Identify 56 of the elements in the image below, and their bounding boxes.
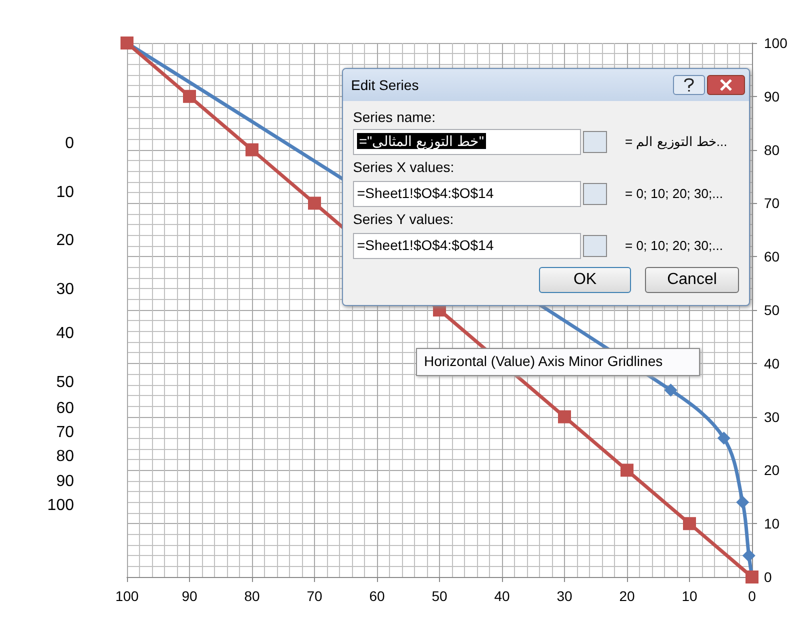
annotation: =Sheet1!$O$4:$O$14 [357, 237, 494, 253]
x-tick-label: 20 [619, 588, 635, 604]
y-tick-label: 20 [764, 462, 780, 478]
text: 80 [55, 448, 74, 466]
x-tick-label: 30 [556, 588, 572, 604]
annotation: = 0; 10; 20; 30;... [625, 238, 723, 253]
annotation: Horizontal (Value) Axis Minor Gridlines [424, 353, 663, 369]
point [558, 410, 571, 424]
y-tick-label: 0 [764, 569, 772, 585]
point [742, 549, 756, 562]
text: 40 [55, 325, 74, 343]
y-tick-label: 90 [764, 88, 780, 104]
y-tick-label: 30 [764, 408, 780, 425]
text: 30 [55, 281, 74, 299]
annotation: Series Y values: [353, 211, 454, 227]
text: 20 [55, 232, 74, 250]
y-tick-label: 50 [764, 302, 780, 318]
annotation: ...خط التوزيع الم = [625, 134, 728, 149]
x-tick-label: 60 [369, 588, 385, 604]
cancel-button: Cancel [645, 267, 739, 293]
x-tick-label: 80 [244, 588, 260, 604]
annotation: Series X values: [353, 159, 454, 175]
x-tick-label: 50 [432, 588, 448, 604]
text: 100 [46, 497, 74, 515]
text: 0 [64, 135, 74, 153]
ok-button: OK [539, 267, 631, 293]
point [683, 517, 696, 530]
y-tick-label: 60 [764, 248, 780, 265]
text: 90 [55, 473, 74, 491]
y-tick-label: 100 [764, 35, 788, 51]
point [736, 496, 750, 509]
point [246, 143, 258, 156]
point [183, 90, 196, 103]
point [664, 384, 678, 397]
x-tick-label: 100 [115, 588, 139, 604]
y-tick-label: 70 [764, 195, 780, 212]
x-tick-label: 0 [748, 588, 756, 604]
annotation: = 0; 10; 20; 30;... [625, 186, 723, 201]
text: 50 [55, 374, 74, 392]
annotation: Edit Series [351, 77, 419, 93]
point [717, 432, 730, 445]
point [620, 464, 634, 477]
x-tick-label: 70 [306, 588, 322, 604]
annotation: =Sheet1!$O$4:$O$14 [357, 185, 494, 201]
annotation: ="خط التوزيع المثالى" [357, 133, 486, 149]
y-tick-label: 10 [764, 516, 780, 532]
x-tick-label: 90 [182, 588, 198, 604]
point [308, 196, 321, 210]
annotation: Series name: [353, 109, 436, 125]
text: 10 [55, 184, 74, 202]
y-tick-label: 40 [764, 355, 780, 372]
x-tick-label: 40 [494, 588, 510, 604]
x-tick-label: 10 [682, 588, 698, 604]
text: 70 [55, 424, 74, 442]
text: 60 [55, 400, 74, 418]
y-tick-label: 80 [764, 142, 780, 158]
